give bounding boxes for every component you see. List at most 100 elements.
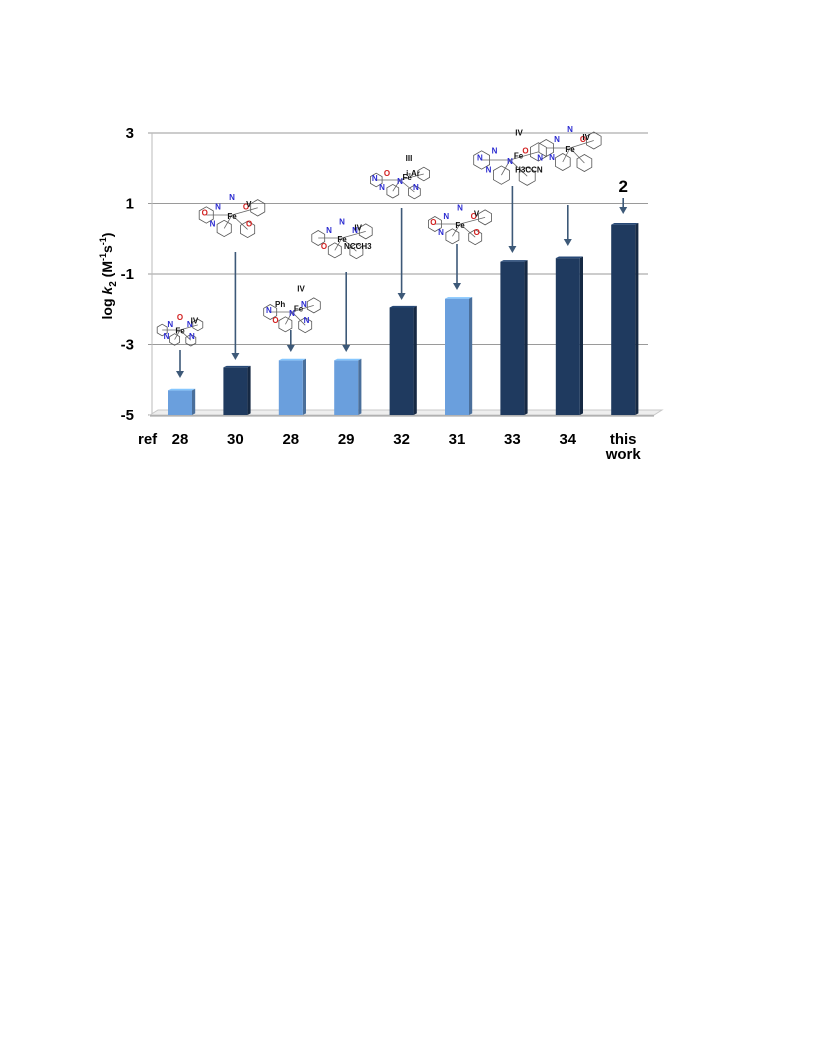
ring xyxy=(417,166,431,182)
bar-top xyxy=(555,256,583,259)
x-tick-label: 31 xyxy=(449,431,466,448)
y-axis-label-unit-open: (M xyxy=(99,261,115,281)
bond xyxy=(341,231,366,239)
ring xyxy=(250,199,266,217)
x-tick-label-line: 34 xyxy=(559,431,576,448)
bond xyxy=(459,223,476,238)
bar-top xyxy=(168,388,196,391)
arrow-head xyxy=(453,283,461,290)
arrow-head xyxy=(397,293,406,300)
bars xyxy=(168,223,639,415)
atom-label: N xyxy=(486,166,492,175)
atom-label: N xyxy=(477,153,483,162)
atom-label: Fe xyxy=(227,212,237,221)
atom-label: N xyxy=(229,193,235,202)
atom-label: N xyxy=(187,320,193,329)
arrow xyxy=(231,252,240,360)
y-axis-label-k: k xyxy=(99,286,115,295)
ring xyxy=(518,166,536,186)
atom-label: N xyxy=(379,183,385,192)
bond xyxy=(509,151,539,161)
ring xyxy=(576,154,593,172)
atom-label: O xyxy=(522,146,528,155)
arrow xyxy=(176,350,184,378)
x-tick-label-line: 28 xyxy=(172,431,189,448)
atom-label: O xyxy=(471,212,477,221)
ring xyxy=(386,183,400,199)
atom-label: Fe xyxy=(565,145,575,154)
y-tick-label: -1 xyxy=(121,266,134,283)
ring xyxy=(445,228,460,245)
atom-label: N xyxy=(215,202,221,211)
x-tick-label-line: 33 xyxy=(504,431,521,448)
ring xyxy=(327,242,342,259)
x-tick-label: 32 xyxy=(393,431,410,448)
bar-top xyxy=(611,223,639,225)
ring xyxy=(156,323,168,337)
atom-label: O xyxy=(243,202,249,211)
y-axis-label-prefix: log xyxy=(99,295,115,320)
ring xyxy=(492,165,510,185)
bar-top xyxy=(223,365,251,368)
atom-label: N xyxy=(567,125,573,134)
bond xyxy=(399,173,424,181)
bond xyxy=(569,140,594,149)
bar xyxy=(500,260,528,415)
ring xyxy=(555,153,571,171)
x-tick-labels: 28 30 28 29 32 31 33 34 this work xyxy=(172,431,642,463)
ring xyxy=(586,131,602,150)
atom-label: N xyxy=(413,183,419,192)
bar-front xyxy=(555,258,580,415)
bar-side xyxy=(247,365,251,415)
bar-side xyxy=(524,260,528,415)
arrow xyxy=(342,272,351,352)
atom-label: N xyxy=(372,174,378,183)
bond xyxy=(174,329,181,340)
x-tick-label: 28 xyxy=(282,431,299,448)
y-axis-label-unit-close: ) xyxy=(99,233,115,238)
arrow xyxy=(563,205,572,246)
atom-label: Fe xyxy=(175,327,185,336)
atom-label: N xyxy=(167,320,173,329)
ring xyxy=(369,172,383,188)
annotation-label: 2 xyxy=(618,177,627,196)
ring xyxy=(306,297,321,314)
x-tick-label: 30 xyxy=(227,431,244,448)
arrow-head xyxy=(508,246,517,253)
atom-label: IV xyxy=(191,316,199,325)
x-tick-label-line: work xyxy=(605,446,642,463)
bar-front xyxy=(445,298,469,415)
atom-label: NCCH3 xyxy=(344,242,372,251)
arrow xyxy=(453,244,461,290)
atom-label: O xyxy=(202,209,208,218)
ring xyxy=(185,333,197,347)
bond xyxy=(452,223,461,237)
x-tick-label: 33 xyxy=(504,431,521,448)
bond xyxy=(501,159,511,176)
bar-top xyxy=(334,358,362,361)
y-axis-label: log k2 (M-1s-1) xyxy=(98,233,119,320)
atom-label: O xyxy=(580,135,586,144)
atom-label: N xyxy=(301,300,307,309)
atom-label: N xyxy=(507,157,513,166)
atom-label: N xyxy=(554,135,560,144)
ring xyxy=(427,216,442,232)
atom-label: N xyxy=(164,332,170,341)
atom-label: N xyxy=(492,146,498,155)
x-tick-label-line: 28 xyxy=(282,431,299,448)
bar xyxy=(223,365,251,415)
bond xyxy=(291,311,306,326)
x-tick-label: this work xyxy=(605,431,642,463)
arrows xyxy=(176,186,628,378)
atom-label: i-Ar xyxy=(406,169,420,178)
ring xyxy=(473,150,491,170)
atom-label: N xyxy=(397,177,403,186)
bar xyxy=(334,358,362,415)
x-tick-label-line: 32 xyxy=(393,431,410,448)
